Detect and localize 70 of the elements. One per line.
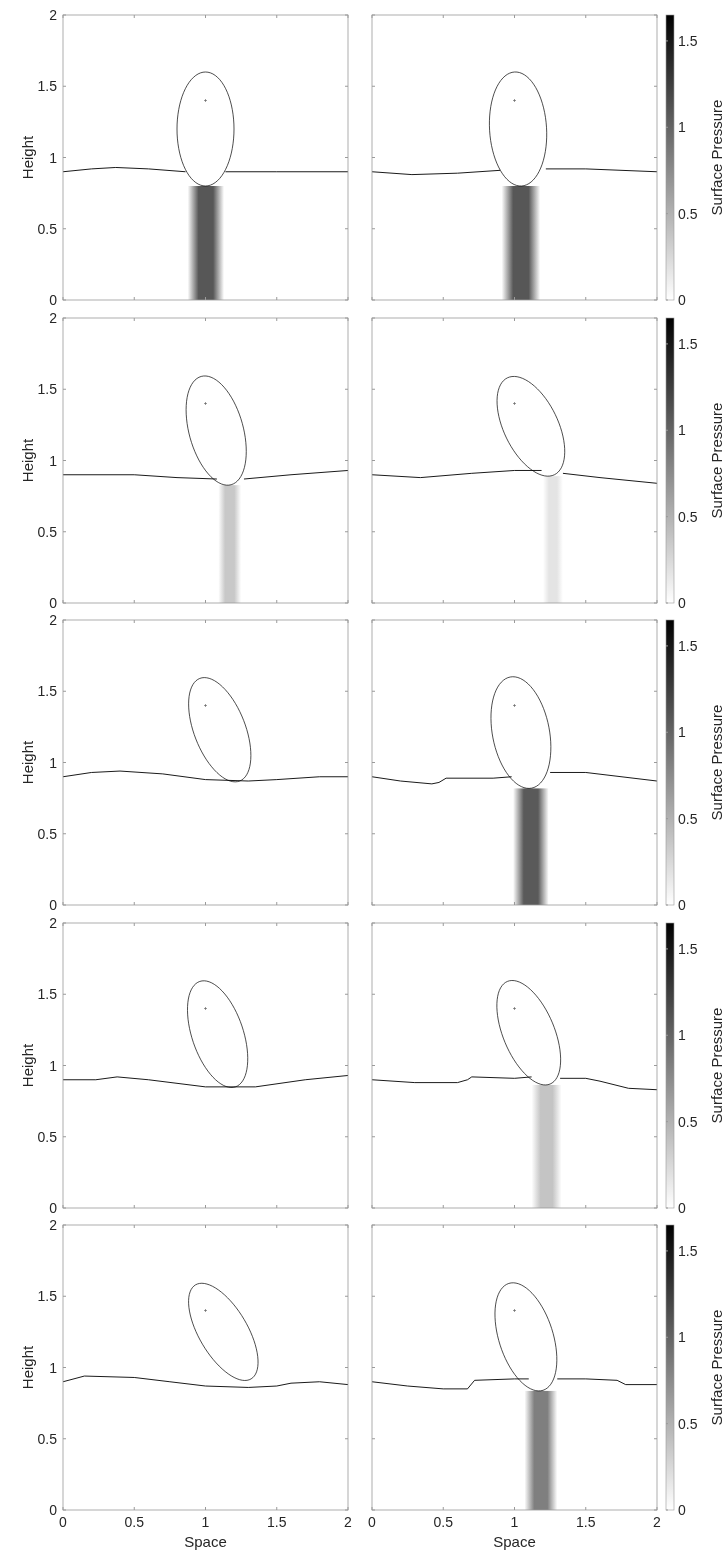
x-axis-title: Space: [493, 1533, 536, 1550]
y-tick-label: 2: [49, 310, 58, 326]
y-axis-title: Height: [19, 134, 36, 180]
y-tick-label: 1: [49, 754, 58, 771]
color-bar-label: 0.5: [678, 1415, 698, 1432]
y-tick-label: 0.5: [37, 523, 58, 540]
color-bar-label: 1: [678, 119, 686, 136]
x-tick-label: 1.5: [576, 1514, 596, 1530]
line-series: [62, 1075, 349, 1088]
y-tick-label: 0: [49, 292, 58, 308]
y-tick-label: 1.5: [37, 381, 58, 398]
y-tick-label: 0.5: [37, 1128, 58, 1145]
y-tick-label: 0.5: [37, 825, 58, 842]
color-bar-label: 1.5: [678, 940, 698, 957]
x-tick-label: 1: [510, 1514, 519, 1530]
line-series: [62, 1375, 349, 1388]
color-bar-title: Surface Pressure: [707, 1309, 725, 1426]
y-tick-label: 1: [49, 1359, 58, 1376]
color-bar-label: 0: [678, 1200, 686, 1216]
color-bar-label: 1: [678, 1027, 686, 1044]
y-tick-label: 0: [49, 897, 58, 913]
y-tick-label: 1: [49, 1057, 58, 1074]
x-tick-label: 1.5: [267, 1514, 287, 1530]
y-axis-title: Height: [19, 1042, 36, 1088]
color-bar-title: Surface Pressure: [707, 1007, 725, 1124]
y-tick-label: 2: [49, 7, 58, 23]
color-bar-label: 0: [678, 292, 686, 308]
y-tick-label: 0: [49, 1200, 58, 1216]
x-tick-label: 2: [344, 1514, 353, 1530]
y-axis-title: Height: [19, 739, 36, 785]
color-bar-label: 1.5: [678, 335, 698, 352]
y-tick-label: 1: [49, 149, 58, 166]
color-bar-label: 1: [678, 724, 686, 741]
x-tick-label: 0: [59, 1514, 68, 1530]
color-bar-label: 1: [678, 422, 686, 439]
y-tick-label: 1.5: [37, 986, 58, 1003]
y-tick-label: 1: [49, 452, 58, 469]
y-tick-label: 1.5: [37, 683, 58, 700]
y-tick-label: 2: [49, 915, 58, 931]
y-tick-label: 0.5: [37, 1430, 58, 1447]
y-tick-label: 2: [49, 612, 58, 628]
color-bar-label: 0: [678, 897, 686, 913]
color-bar-title: Surface Pressure: [707, 99, 725, 216]
color-bar-label: 0.5: [678, 205, 698, 222]
y-tick-label: 1.5: [37, 78, 58, 95]
color-bar-title: Surface Pressure: [707, 402, 725, 519]
x-tick-label: 0.5: [124, 1514, 145, 1530]
y-tick-label: 0: [49, 595, 58, 611]
color-bar-label: 0: [678, 1502, 686, 1518]
color-bar-label: 1.5: [678, 32, 698, 49]
y-axis-title: Height: [19, 1344, 36, 1390]
color-bar-label: 0.5: [678, 1113, 698, 1130]
color-bar-label: 1.5: [678, 637, 698, 654]
y-tick-label: 2: [49, 1217, 58, 1233]
y-tick-label: 0: [49, 1502, 58, 1518]
color-bar-label: 1: [678, 1329, 686, 1346]
line-series: [62, 770, 349, 782]
y-axis-title: Height: [19, 437, 36, 483]
x-tick-label: 0.5: [433, 1514, 454, 1530]
y-tick-label: 0.5: [37, 220, 58, 237]
color-bar-label: 0.5: [678, 810, 698, 827]
y-tick-label: 1.5: [37, 1288, 58, 1305]
x-tick-label: 1: [201, 1514, 210, 1530]
color-bar-label: 1.5: [678, 1242, 698, 1259]
x-axis-title: Space: [184, 1533, 227, 1550]
color-bar-label: 0.5: [678, 508, 698, 525]
color-bar-title: Surface Pressure: [707, 704, 725, 821]
x-tick-label: 2: [653, 1514, 662, 1530]
color-bar-label: 0: [678, 595, 686, 611]
x-tick-label: 0: [368, 1514, 377, 1530]
